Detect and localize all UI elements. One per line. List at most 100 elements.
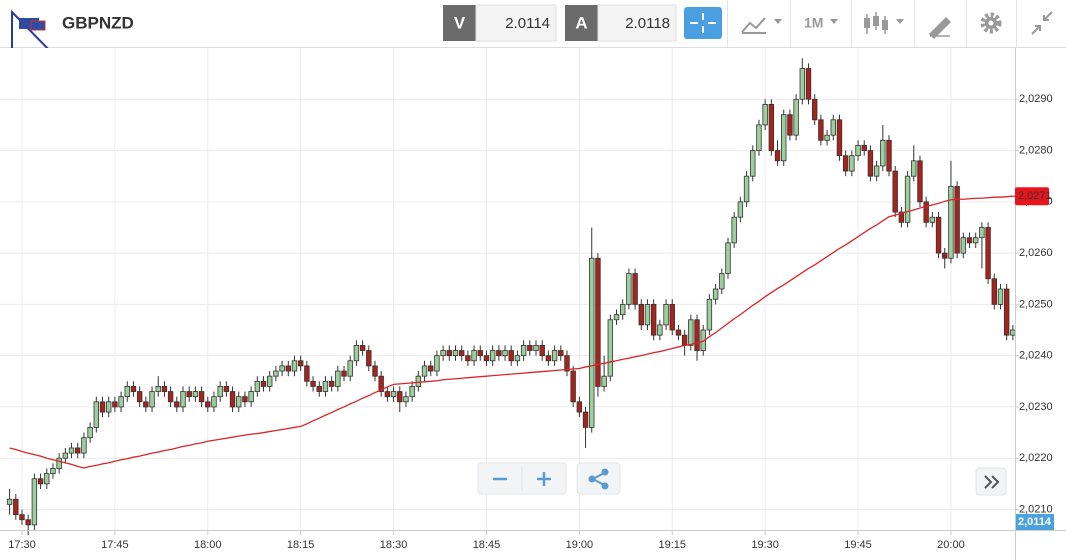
candle-body <box>341 370 347 377</box>
candle-body <box>44 473 50 485</box>
candle-type-button[interactable] <box>864 12 904 34</box>
ask-box[interactable] <box>597 4 677 42</box>
candle-body <box>601 375 607 387</box>
share-bg[interactable] <box>576 462 621 495</box>
candle-body <box>192 391 199 398</box>
bid-label: V <box>454 13 466 32</box>
scroll-end-icon <box>984 475 1000 489</box>
y-tick-label: 2,0240 <box>1019 350 1053 362</box>
candle-body <box>558 350 564 357</box>
candle-body <box>811 98 818 121</box>
candle-body <box>1010 329 1016 336</box>
candle-body <box>756 124 762 151</box>
y-tick-label: 2,0250 <box>1019 298 1053 310</box>
candle-body <box>694 319 700 351</box>
flag <box>19 18 39 29</box>
share-dot <box>601 482 609 490</box>
candle-body <box>650 303 657 336</box>
candle-body <box>316 386 322 392</box>
candle-body <box>223 386 230 392</box>
x-tick-label: 19:45 <box>844 539 872 551</box>
share-dot <box>588 475 596 483</box>
candle-body <box>663 303 669 326</box>
candle-body <box>855 145 861 157</box>
bid-box[interactable] <box>475 4 557 42</box>
candle-body <box>787 114 793 136</box>
candle-body <box>911 160 917 177</box>
candle-body <box>347 360 353 377</box>
candle-body <box>867 150 874 177</box>
candle-body <box>267 375 273 387</box>
candle-body <box>477 350 483 357</box>
candle-body <box>496 350 502 357</box>
candle-body <box>688 319 694 346</box>
candle-body <box>155 386 161 392</box>
candle-body <box>322 380 329 392</box>
line-icon <box>741 17 766 33</box>
grid <box>0 48 1015 530</box>
candle-body <box>13 498 19 516</box>
candle-body <box>731 216 737 244</box>
candle-body <box>465 355 471 362</box>
candle-icon <box>864 18 870 28</box>
zoom-in[interactable] <box>537 472 551 486</box>
candle-body <box>304 365 310 382</box>
candle-body <box>180 391 186 408</box>
candle-body <box>675 329 682 336</box>
candle-body <box>428 365 434 372</box>
x-tick-label: 18:15 <box>287 539 315 551</box>
candle-body <box>62 452 69 459</box>
candle-body <box>186 391 192 398</box>
symbol[interactable]: GBPNZD <box>62 13 134 32</box>
candle-body <box>873 165 880 177</box>
price-tag <box>1016 514 1054 530</box>
chart-type-button[interactable] <box>741 17 782 34</box>
candle-body <box>570 370 576 403</box>
candle-body <box>310 380 316 387</box>
x-tick-label: 18:00 <box>194 539 222 551</box>
candle-body <box>242 396 248 403</box>
candle-body <box>539 345 545 357</box>
candle-body <box>167 391 174 403</box>
candle-body <box>328 380 335 387</box>
candle-body <box>161 386 168 392</box>
candle-body <box>818 119 824 141</box>
dropdown-arrow <box>830 19 838 24</box>
candle-body <box>997 288 1004 305</box>
candle-body <box>390 391 397 398</box>
candle-body <box>229 391 236 408</box>
candle-body <box>712 288 719 300</box>
candle-body <box>781 114 787 162</box>
candle-body <box>644 303 651 326</box>
collapse-button[interactable] <box>1031 11 1053 35</box>
candle-body <box>892 170 898 213</box>
x-tick-label: 18:45 <box>473 539 501 551</box>
candle-body <box>489 350 496 362</box>
candle-body <box>527 345 533 351</box>
candle-body <box>657 324 663 336</box>
ask-badge <box>565 5 598 41</box>
y-tick-label: 2,0280 <box>1019 144 1053 156</box>
candle-body <box>564 355 570 372</box>
draw-tool-button[interactable] <box>928 16 952 40</box>
settings-button[interactable] <box>980 12 1002 34</box>
timeframe[interactable]: 1M <box>804 15 823 31</box>
candle-body <box>285 365 291 372</box>
candle-body <box>93 401 100 428</box>
crosshair-button[interactable] <box>684 7 722 39</box>
candle-body <box>632 273 638 305</box>
candle-body <box>19 514 25 521</box>
candle-body <box>366 350 372 367</box>
candle-body <box>669 303 675 331</box>
candle-body <box>174 401 180 408</box>
button-bg <box>684 7 722 39</box>
candle-body <box>483 355 490 362</box>
candle-body <box>353 345 360 362</box>
candle-body <box>762 104 768 126</box>
candle-body <box>904 175 911 223</box>
crosshair-icon <box>690 13 716 33</box>
candle-body <box>87 427 93 439</box>
candle-body <box>260 380 267 387</box>
